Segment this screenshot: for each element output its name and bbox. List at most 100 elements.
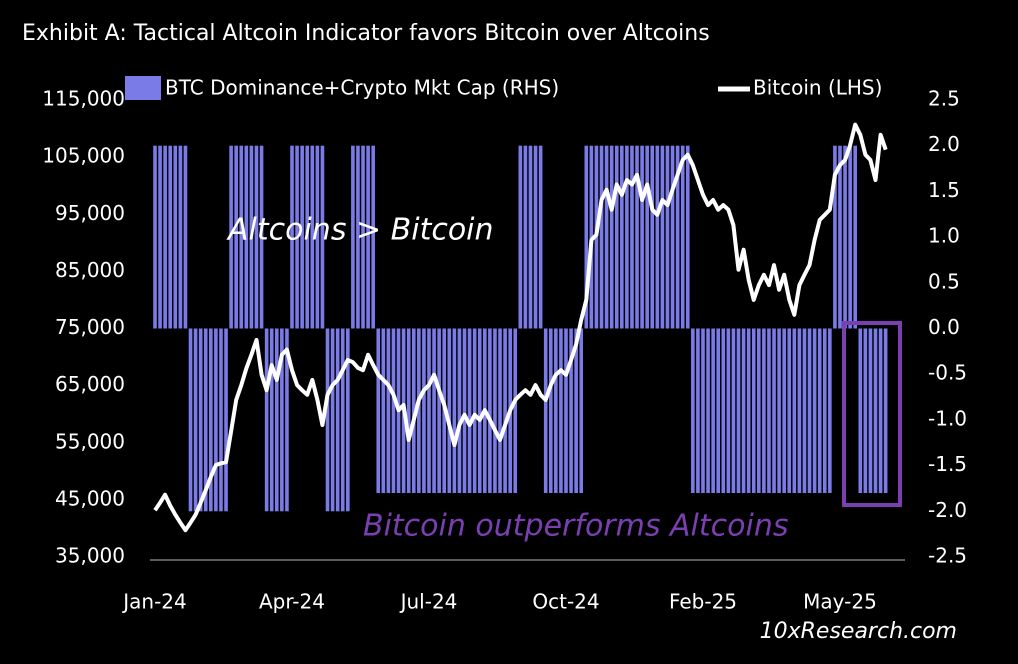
bar [432, 328, 436, 494]
bar [391, 328, 396, 494]
bar [467, 328, 472, 494]
bar [280, 328, 284, 512]
bar [863, 328, 868, 494]
chart-title: Exhibit A: Tactical Altcoin Indicator fa… [22, 21, 710, 46]
bar [670, 145, 675, 329]
bar [376, 328, 381, 494]
bar [351, 145, 355, 329]
bar [812, 328, 817, 494]
bar [188, 328, 193, 512]
bar [741, 328, 746, 494]
bar [437, 328, 441, 494]
x-tick-label: Feb-25 [669, 590, 737, 614]
bar [417, 328, 421, 494]
bar [584, 145, 589, 329]
bar [203, 328, 208, 512]
y-tick-label: 55,000 [55, 429, 125, 453]
bar [406, 328, 411, 494]
bar [736, 328, 741, 494]
y-tick-label: 65,000 [55, 372, 125, 396]
bar [731, 328, 736, 494]
bar [589, 145, 594, 329]
y2-tick-label: 0.5 [928, 269, 960, 293]
bar [548, 328, 553, 494]
bar [315, 145, 320, 329]
y2-tick-label: -0.5 [928, 361, 967, 385]
y2-tick-label: 1.0 [928, 224, 960, 248]
bar [259, 145, 264, 329]
annotation: Bitcoin outperforms Altcoins [363, 509, 788, 544]
bar [665, 145, 670, 329]
bar [792, 328, 797, 494]
bitcoin-line [153, 122, 888, 533]
bar [178, 145, 183, 329]
bar [772, 328, 776, 494]
bar [696, 328, 700, 494]
bar [528, 145, 533, 329]
bar [685, 145, 690, 329]
plot-area [153, 122, 888, 533]
bar [843, 145, 847, 329]
bar [300, 145, 304, 329]
bar [620, 145, 624, 329]
bar [807, 328, 812, 494]
bar [244, 145, 249, 329]
bar [716, 328, 721, 494]
bar [305, 145, 310, 329]
y-tick-label: 45,000 [55, 486, 125, 510]
y2-tick-label: -2.5 [928, 544, 967, 568]
bar [574, 328, 578, 494]
bar [493, 328, 497, 494]
bar [163, 145, 167, 329]
bar [873, 328, 878, 494]
bar [564, 328, 568, 494]
bar [858, 328, 863, 494]
bar [630, 145, 634, 329]
bar [356, 145, 360, 329]
x-tick-label: May-25 [803, 590, 877, 614]
y2-tick-label: -1.5 [928, 452, 967, 476]
bar [366, 145, 370, 329]
bar [878, 328, 883, 494]
bar [822, 328, 827, 494]
bar [386, 328, 391, 494]
bar [614, 145, 619, 329]
x-tick-label: Apr-24 [259, 590, 325, 614]
bar [290, 145, 294, 329]
bar [488, 328, 492, 494]
bar [853, 145, 858, 329]
bar [538, 145, 543, 329]
bar [254, 145, 259, 329]
bar [777, 328, 781, 494]
bar [310, 145, 315, 329]
bar [285, 328, 289, 512]
bar [371, 145, 375, 329]
y2-tick-label: -2.0 [928, 498, 967, 522]
legend-swatch-bar [125, 76, 161, 100]
bar [554, 328, 558, 494]
y-tick-label: 105,000 [42, 144, 125, 168]
bar [802, 328, 807, 494]
bar [498, 328, 502, 494]
bar [214, 328, 218, 512]
annotation: Altcoins > Bitcoin [226, 213, 494, 248]
bar [269, 328, 274, 512]
bar [883, 328, 888, 494]
highlight-box [842, 321, 902, 507]
bar [726, 328, 731, 494]
bar [543, 328, 548, 494]
bar [523, 145, 528, 329]
bar [219, 328, 223, 512]
bar [198, 328, 203, 512]
source: 10xResearch.com [760, 619, 957, 644]
y2-tick-label: 2.0 [928, 132, 960, 156]
y-tick-label: 95,000 [55, 201, 125, 225]
bar [533, 145, 538, 329]
y2-tick-label: 2.5 [928, 87, 960, 111]
bar [239, 145, 244, 329]
bar [477, 328, 482, 494]
bar [158, 145, 162, 329]
bar [193, 328, 198, 512]
bar [274, 328, 279, 512]
